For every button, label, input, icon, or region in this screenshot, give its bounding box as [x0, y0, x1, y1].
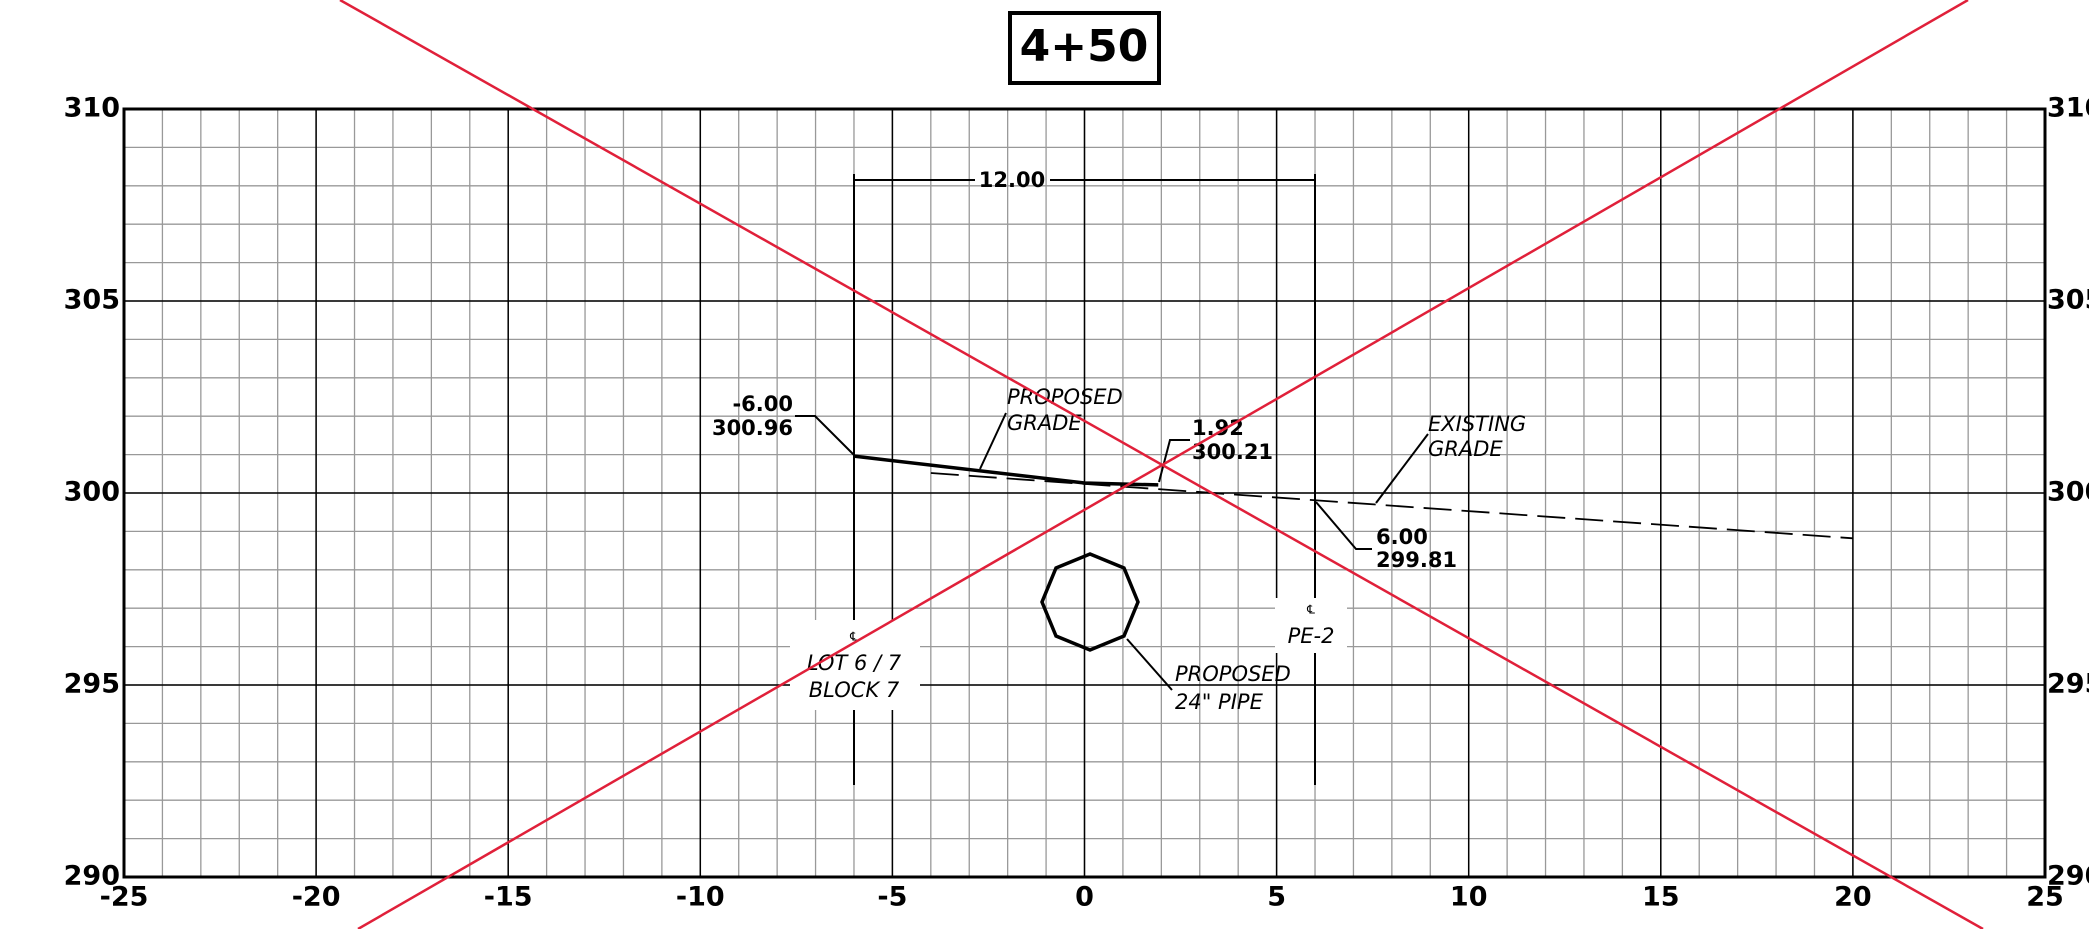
- plot-frame: [122, 107, 2047, 879]
- marks: [853, 454, 1853, 540]
- leader: [1158, 439, 1190, 483]
- y-tick-label-right: 295: [2047, 669, 2089, 700]
- y-tick-label-right: 310: [2047, 93, 2089, 124]
- x-tick-label: 0: [1075, 882, 1094, 913]
- title-box: [1008, 11, 1161, 85]
- annotation: LOT 6 / 7: [807, 651, 902, 675]
- x-tick-label: -15: [484, 882, 533, 913]
- void-line: [357, 0, 1969, 929]
- leader: [795, 415, 856, 457]
- x-tick-label: 15: [1642, 882, 1680, 913]
- annotation: BLOCK 7: [809, 678, 900, 702]
- label-bg: [1275, 598, 1347, 653]
- label-bg: [790, 620, 920, 710]
- pipe: [1040, 552, 1140, 652]
- x-tick-label: 10: [1450, 882, 1488, 913]
- leader: [1315, 501, 1372, 550]
- leaders: [790, 174, 1429, 785]
- leader: [1375, 433, 1429, 504]
- y-tick-label: 290: [64, 861, 120, 892]
- chart-title: 4+50: [1020, 21, 1149, 72]
- x-tick-label: -5: [877, 882, 907, 913]
- x-tick-label: -20: [292, 882, 341, 913]
- y-tick-label: 295: [64, 669, 120, 700]
- annotation: ℄: [1306, 603, 1315, 617]
- grade-line: [853, 454, 1159, 487]
- leader: [1126, 638, 1173, 691]
- y-tick-label-right: 300: [2047, 477, 2089, 508]
- y-tick-label-right: 290: [2047, 861, 2089, 892]
- x-tick-label: 20: [1834, 882, 1872, 913]
- annotation: EXISTING: [1428, 412, 1526, 436]
- x-tick-label: -25: [100, 882, 149, 913]
- leader: [979, 412, 1007, 470]
- y-tick-label: 305: [64, 285, 120, 316]
- annotation: 299.81: [1376, 548, 1457, 572]
- annotation: 24" PIPE: [1175, 690, 1264, 714]
- x-tick-label: 5: [1267, 882, 1286, 913]
- annotation: 300.21: [1192, 440, 1273, 464]
- annotation: ℄: [849, 630, 858, 644]
- grade-line: [930, 472, 1853, 540]
- y-tick-label: 310: [64, 93, 120, 124]
- annotation: GRADE: [1428, 437, 1503, 461]
- annotation: 300.96: [712, 416, 793, 440]
- annotation: PROPOSED: [1007, 385, 1123, 409]
- annotation: GRADE: [1007, 411, 1082, 435]
- x-tick-label: 25: [2026, 882, 2064, 913]
- x-tick-label: -10: [676, 882, 725, 913]
- y-tick-label-right: 305: [2047, 285, 2089, 316]
- annotation: PROPOSED: [1175, 662, 1291, 686]
- y-tick-label: 300: [64, 477, 120, 508]
- annotation: 1.92: [1192, 416, 1244, 440]
- annotation: -6.00: [732, 392, 793, 416]
- annotation: PE-2: [1288, 624, 1335, 648]
- annotation: 12.00: [979, 168, 1045, 192]
- annotation: 6.00: [1376, 525, 1428, 549]
